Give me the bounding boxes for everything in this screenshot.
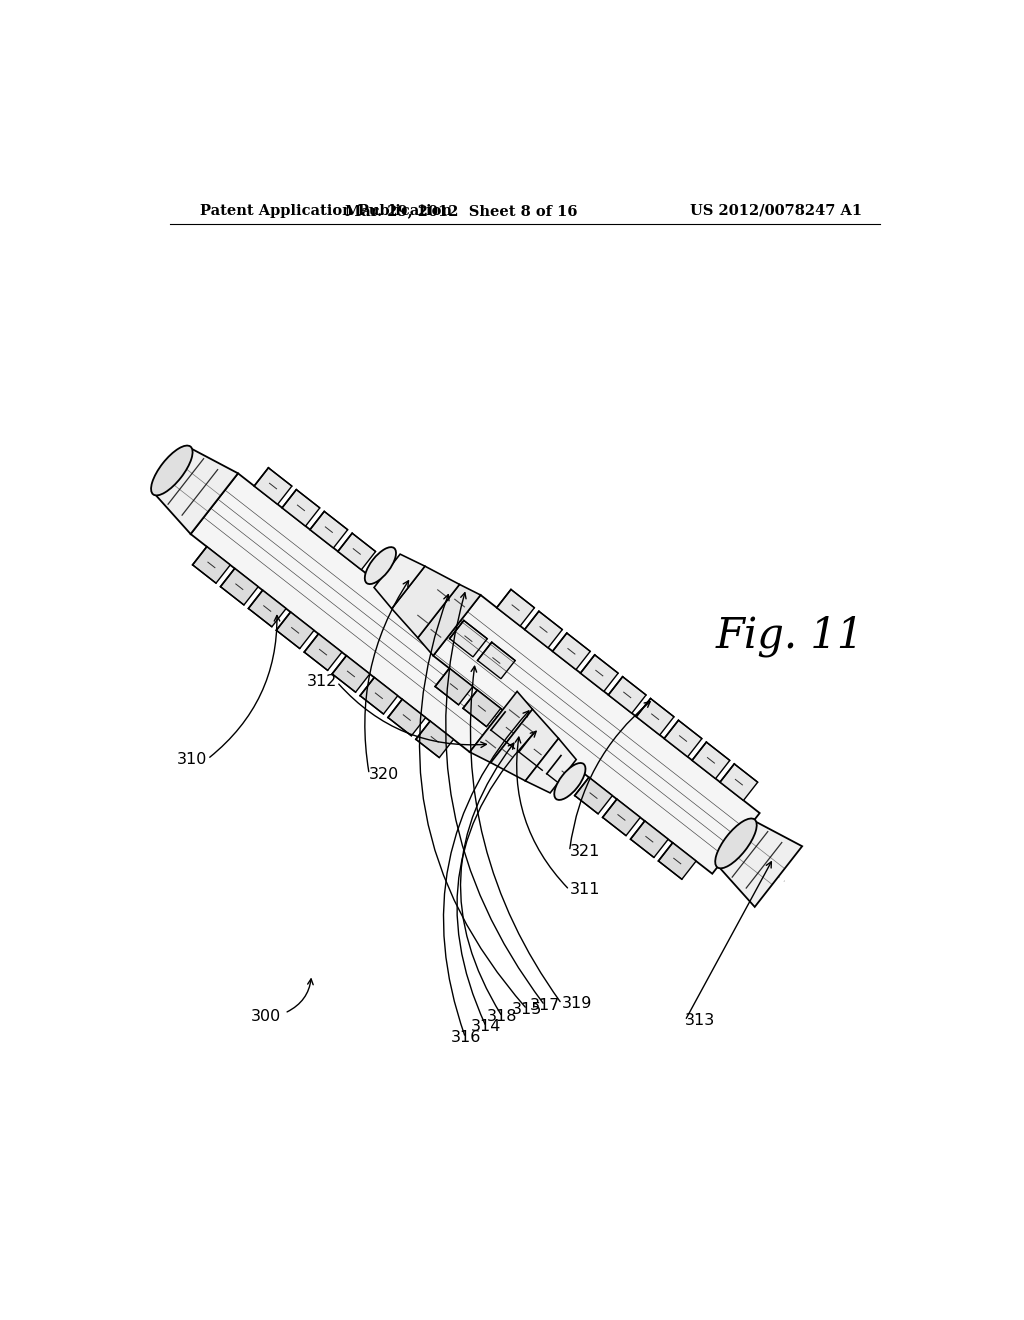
Text: 317: 317: [529, 998, 560, 1012]
Polygon shape: [519, 734, 556, 771]
Polygon shape: [338, 533, 376, 570]
Polygon shape: [524, 611, 562, 648]
Polygon shape: [636, 698, 674, 735]
Polygon shape: [416, 721, 454, 758]
Polygon shape: [658, 842, 696, 879]
Text: Patent Application Publication: Patent Application Publication: [200, 203, 452, 218]
Polygon shape: [435, 668, 473, 705]
Polygon shape: [470, 692, 532, 763]
Polygon shape: [154, 447, 238, 535]
Text: Mar. 29, 2012  Sheet 8 of 16: Mar. 29, 2012 Sheet 8 of 16: [345, 203, 578, 218]
Ellipse shape: [554, 763, 586, 800]
Text: 311: 311: [569, 882, 600, 898]
Polygon shape: [720, 764, 758, 800]
Polygon shape: [547, 755, 585, 792]
Polygon shape: [477, 643, 515, 678]
Polygon shape: [282, 490, 319, 527]
Polygon shape: [422, 598, 460, 635]
Polygon shape: [394, 577, 431, 614]
Polygon shape: [574, 777, 612, 814]
Polygon shape: [276, 612, 314, 648]
Text: US 2012/0078247 A1: US 2012/0078247 A1: [690, 203, 862, 218]
Polygon shape: [718, 821, 802, 907]
Polygon shape: [525, 738, 577, 793]
Text: 320: 320: [370, 767, 399, 781]
Polygon shape: [692, 742, 730, 779]
Ellipse shape: [152, 446, 193, 495]
Polygon shape: [360, 677, 397, 714]
Polygon shape: [254, 467, 292, 504]
Polygon shape: [463, 690, 501, 726]
Text: 319: 319: [562, 997, 592, 1011]
Polygon shape: [310, 511, 348, 548]
Polygon shape: [490, 709, 558, 781]
Text: 300: 300: [251, 1010, 281, 1024]
Polygon shape: [366, 554, 403, 591]
Text: 314: 314: [471, 1019, 502, 1035]
Text: 321: 321: [569, 843, 600, 859]
Polygon shape: [374, 554, 425, 609]
Polygon shape: [392, 566, 460, 638]
Polygon shape: [631, 821, 669, 858]
Polygon shape: [388, 700, 426, 735]
Polygon shape: [332, 656, 370, 692]
Text: 312: 312: [306, 675, 337, 689]
Text: 313: 313: [685, 1014, 715, 1028]
Polygon shape: [193, 546, 230, 583]
Polygon shape: [450, 620, 487, 657]
Polygon shape: [249, 590, 286, 627]
Text: 315: 315: [512, 1002, 543, 1016]
Polygon shape: [220, 569, 258, 605]
Text: 310: 310: [177, 751, 208, 767]
Polygon shape: [490, 711, 528, 748]
Polygon shape: [418, 585, 480, 656]
Polygon shape: [433, 595, 760, 874]
Text: 318: 318: [487, 1010, 518, 1024]
Polygon shape: [304, 634, 342, 671]
Polygon shape: [608, 677, 646, 713]
Polygon shape: [190, 474, 517, 752]
Polygon shape: [553, 634, 590, 669]
Text: Fig. 11: Fig. 11: [716, 615, 864, 657]
Ellipse shape: [715, 818, 757, 869]
Polygon shape: [602, 799, 640, 836]
Polygon shape: [665, 721, 701, 756]
Polygon shape: [581, 655, 618, 692]
Text: 316: 316: [451, 1030, 480, 1045]
Polygon shape: [497, 590, 535, 626]
Ellipse shape: [365, 546, 396, 583]
